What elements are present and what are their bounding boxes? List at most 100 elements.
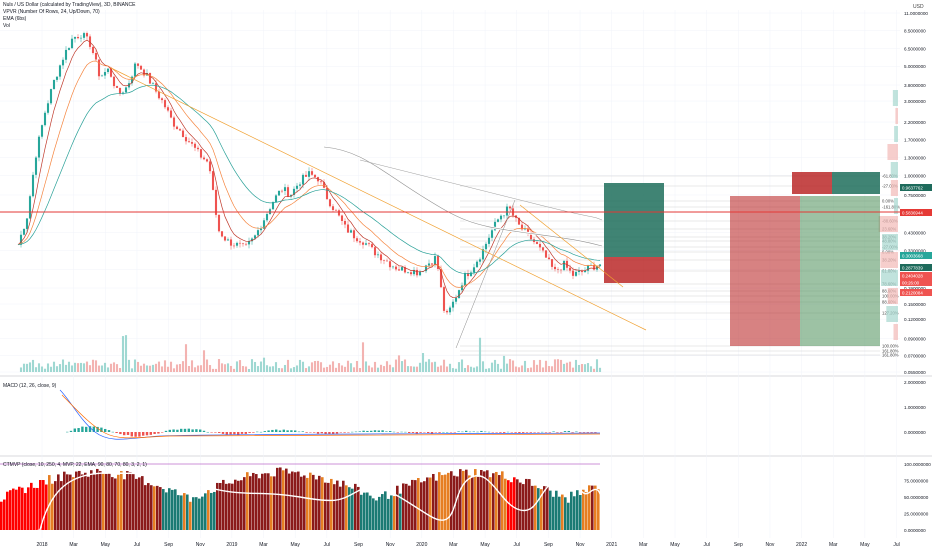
volume-bar	[94, 360, 98, 372]
osc-bar	[261, 473, 264, 530]
volume-bar	[310, 362, 314, 372]
osc-bar	[282, 470, 285, 530]
volume-bar	[262, 357, 266, 372]
osc-bar	[384, 491, 387, 530]
osc-bar	[192, 497, 195, 530]
price-tick-label: 0.1500000	[904, 302, 926, 307]
osc-bar	[12, 488, 15, 530]
legend-vpvr[interactable]: VPVR (Number Of Rows, 24, Up/Down, 70)	[3, 9, 100, 15]
volume-bar	[31, 359, 35, 372]
osc-bar	[432, 473, 435, 530]
macd-histogram-bar	[316, 432, 320, 434]
candle-body	[274, 195, 278, 202]
macd-histogram-bar	[522, 432, 525, 433]
osc-bar	[90, 470, 93, 530]
macd-histogram-bar	[324, 432, 327, 435]
volume-bar	[34, 367, 38, 372]
macd-histogram-bar	[594, 432, 597, 433]
candle-body	[199, 149, 203, 158]
candle-body	[232, 245, 236, 247]
volume-bar	[460, 359, 464, 372]
osc-bar	[129, 472, 132, 530]
candle-body	[508, 206, 512, 209]
volume-bar	[103, 362, 107, 372]
macd-histogram-bar	[172, 429, 175, 432]
macd-histogram-bar	[449, 432, 453, 433]
macd-histogram-bar	[571, 432, 574, 433]
volume-bar	[367, 365, 371, 372]
volume-bar	[259, 361, 263, 372]
osc-bar	[558, 496, 561, 530]
osc-bar	[81, 474, 84, 530]
candle-body	[436, 256, 440, 269]
volume-bar	[85, 361, 89, 372]
legend-ema[interactable]: EMA (6bs)	[3, 16, 27, 22]
osc-bar	[576, 490, 579, 530]
price-tag	[900, 264, 932, 271]
volume-bar	[430, 362, 434, 372]
price-tick-label: 6.5000000	[904, 46, 926, 51]
price-tick-label: 2.2000000	[904, 120, 926, 125]
volume-bar	[355, 360, 359, 372]
osc-bar	[450, 471, 453, 530]
macd-histogram-bar	[525, 432, 529, 433]
candle-body	[28, 196, 32, 219]
volume-bar	[334, 367, 338, 372]
candle-body	[121, 92, 125, 94]
macd-histogram-bar	[115, 432, 118, 434]
macd-histogram-bar	[100, 427, 103, 432]
osc-bar	[528, 479, 531, 530]
time-tick-label: Jul	[514, 542, 520, 548]
candle-body	[61, 59, 65, 66]
legend-vol[interactable]: Vol	[3, 23, 10, 29]
osc-bar	[420, 482, 423, 530]
candle-body	[112, 76, 116, 87]
candle-body	[373, 247, 377, 256]
macd-histogram-bar	[73, 428, 76, 432]
time-tick-label: Nov	[386, 542, 395, 548]
osc-bar	[111, 477, 114, 530]
osc-tick-label: 25.0000000	[904, 511, 929, 516]
candle-body	[583, 270, 587, 273]
candle-body	[448, 307, 452, 313]
price-tick-label: 11.0000000	[904, 11, 928, 16]
time-tick-label: Jul	[703, 542, 709, 548]
macd-line	[59, 389, 601, 440]
osc-bar	[144, 485, 147, 530]
volume-bar	[118, 368, 122, 372]
osc-bar	[9, 490, 12, 530]
macd-histogram-bar	[85, 426, 88, 432]
macd-histogram-bar	[419, 432, 422, 433]
osc-bar	[555, 490, 558, 530]
macd-histogram-bar	[313, 432, 316, 433]
volume-bar	[337, 363, 341, 372]
macd-legend[interactable]: MACD (12, 26, close, 9)	[3, 383, 57, 389]
price-tag-text: 0.3003668	[902, 254, 923, 259]
osc-bar	[297, 471, 300, 530]
osc-bar	[138, 477, 141, 530]
macd-histogram-bar	[537, 432, 540, 433]
candle-body	[532, 239, 536, 243]
candle-body	[367, 243, 371, 245]
macd-histogram-bar	[590, 432, 593, 433]
candle-body	[505, 206, 509, 216]
volume-bar	[19, 367, 23, 372]
volume-bar	[457, 362, 461, 372]
chart-title[interactable]: Nuls / US Dollar (calculated by TradingV…	[3, 2, 136, 8]
osc-bar	[339, 486, 342, 530]
time-tick-label: May	[101, 542, 111, 548]
macd-histogram-bar	[92, 426, 95, 432]
ema-fast-line	[17, 39, 601, 299]
macd-histogram-bar	[533, 432, 536, 433]
price-tag	[900, 279, 932, 286]
volume-bar	[46, 363, 50, 372]
osc-bar	[507, 480, 510, 530]
volume-bar	[241, 366, 245, 372]
upper-target-box	[832, 172, 880, 194]
vpvr-row	[882, 234, 898, 250]
price-tick-label: 8.5000000	[904, 28, 926, 33]
price-tag-text: 00:26:00	[902, 281, 920, 286]
volume-bar	[349, 363, 353, 372]
oscillator-legend[interactable]: CTMVP (close, 10, 250, 4, MVP, 22, EMA, …	[3, 462, 147, 468]
